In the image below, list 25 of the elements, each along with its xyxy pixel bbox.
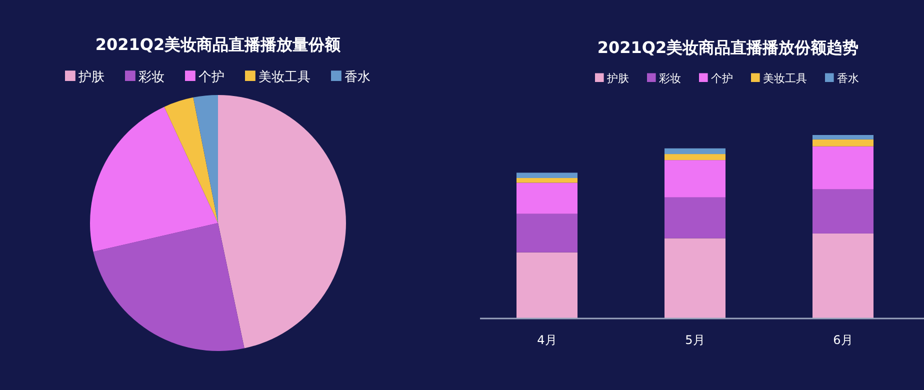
legend-item: 美妆工具 (751, 72, 807, 85)
legend-item: 彩妆 (125, 70, 164, 85)
legend-label: 个护 (710, 72, 733, 85)
legend-item: 美妆工具 (245, 70, 310, 85)
legend-label: 美妆工具 (762, 72, 807, 85)
legend-label: 个护 (198, 70, 224, 85)
legend-item: 彩妆 (647, 72, 681, 85)
legend-label: 彩妆 (658, 72, 681, 85)
legend-item: 个护 (185, 70, 224, 85)
legend-label: 香水 (344, 70, 370, 85)
x-tick-label: 5月 (685, 333, 705, 347)
x-tick-label: 4月 (537, 333, 557, 347)
legend-label: 美妆工具 (258, 69, 310, 85)
legend-label: 彩妆 (138, 70, 164, 85)
legend-item: 个护 (699, 72, 733, 85)
legend-item: 香水 (331, 70, 370, 85)
chart-title: 2021Q2美妆商品直播播放量份额 (95, 35, 342, 54)
legend-item: 护肤 (595, 72, 629, 85)
legend-label: 护肤 (77, 70, 104, 85)
legend-item: 护肤 (65, 70, 104, 85)
legend-item: 香水 (825, 72, 859, 85)
chart-title: 2021Q2美妆商品直播播放份额趋势 (597, 38, 859, 57)
legend-label: 护肤 (606, 72, 629, 85)
x-tick-label: 6月 (833, 333, 853, 347)
legend-label: 香水 (836, 72, 859, 85)
